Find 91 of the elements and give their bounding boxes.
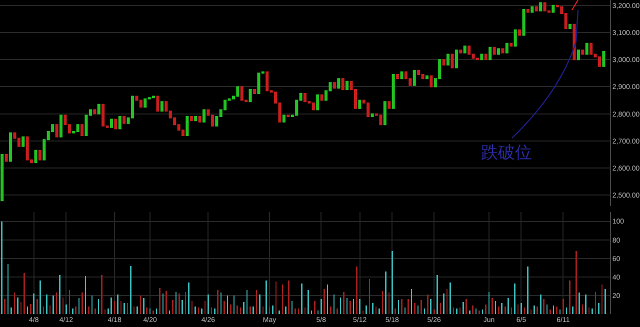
candlestick: [152, 96, 156, 98]
candlestick: [576, 50, 580, 60]
candlestick: [379, 114, 382, 126]
candlestick: [236, 86, 240, 97]
candlestick: [543, 2, 546, 12]
candlestick: [480, 54, 484, 60]
candlestick: [282, 114, 286, 122]
candlestick: [518, 29, 522, 36]
candlestick: [337, 78, 340, 89]
candlestick: [190, 116, 193, 122]
candlestick: [316, 94, 320, 110]
candlestick: [358, 100, 362, 109]
candlestick: [463, 46, 466, 54]
candlestick: [501, 48, 504, 54]
candlestick: [581, 50, 584, 55]
candlestick: [118, 116, 122, 130]
candlestick: [505, 42, 508, 54]
candlestick: [202, 109, 206, 122]
candlestick: [252, 88, 256, 94]
candlestick: [186, 116, 189, 136]
candlestick: [446, 54, 450, 66]
candlestick: [400, 71, 404, 80]
candlestick: [454, 50, 458, 68]
candlestick: [383, 101, 386, 126]
candlestick: [496, 48, 500, 55]
candlestick: [459, 50, 462, 54]
candlestick: [97, 104, 100, 114]
candlestick: [514, 29, 517, 47]
candlestick: [484, 54, 488, 60]
candlestick: [468, 46, 471, 55]
candlestick: [539, 2, 542, 12]
candlestick: [4, 154, 8, 162]
candlestick: [240, 86, 244, 101]
candlestick: [366, 102, 370, 118]
candlestick: [602, 51, 606, 67]
candlestick: [388, 101, 391, 109]
annotation: 跌破位: [481, 143, 532, 163]
candlestick: [122, 116, 126, 124]
candlestick: [257, 72, 260, 94]
candlestick: [156, 96, 160, 112]
candlestick: [312, 102, 315, 110]
candlestick: [552, 4, 555, 13]
candlestick: [412, 70, 416, 86]
candlestick: [590, 42, 593, 55]
candlestick: [55, 124, 58, 138]
candlestick: [442, 59, 446, 66]
candlestick: [266, 71, 269, 92]
candlestick: [76, 124, 80, 132]
candlestick: [22, 136, 25, 147]
candlestick: [510, 42, 513, 47]
candlestick: [139, 100, 142, 108]
candlestick: [320, 94, 324, 101]
candlestick: [346, 80, 349, 90]
candlestick: [530, 6, 534, 13]
candlestick: [38, 150, 42, 160]
candlestick: [370, 113, 374, 118]
candlestick: [430, 75, 433, 88]
candlestick: [585, 42, 588, 55]
candlestick: [568, 24, 572, 29]
candlestick: [102, 104, 105, 127]
candlestick: [8, 132, 12, 162]
candlestick: [488, 46, 492, 60]
candlestick: [492, 46, 496, 55]
candlestick: [392, 74, 395, 109]
candlestick: [526, 8, 530, 13]
candlestick: [417, 70, 420, 76]
candlestick: [396, 74, 400, 80]
candlestick: [534, 6, 538, 12]
candlestick: [332, 82, 336, 89]
candlestick: [572, 24, 576, 60]
candlestick: [198, 116, 202, 122]
candlestick: [59, 114, 63, 138]
candlestick: [26, 136, 29, 160]
candlestick: [248, 88, 252, 102]
candlestick: [341, 78, 344, 90]
candlestick: [522, 8, 526, 36]
candlestick: [80, 124, 84, 136]
candlestick: [194, 116, 198, 122]
candlestick: [110, 118, 114, 128]
candlestick: [450, 54, 454, 68]
candlestick: [598, 56, 602, 67]
candlestick: [425, 75, 429, 80]
candlestick: [114, 118, 118, 130]
candlestick: [160, 101, 164, 112]
candlestick: [0, 154, 4, 202]
candlestick: [303, 93, 307, 102]
candlestick: [34, 150, 38, 164]
candlestick: [144, 98, 147, 108]
candlestick: [421, 74, 424, 80]
candlestick: [286, 114, 290, 118]
candlestick: [93, 109, 96, 114]
